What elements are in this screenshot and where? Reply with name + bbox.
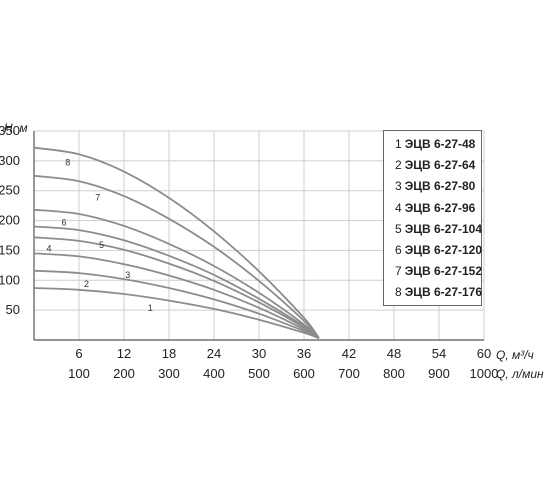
curve-label-2: 2 xyxy=(84,279,89,289)
legend-item-label: ЭЦВ 6-27-152 xyxy=(404,264,483,279)
x2-tick-label: 400 xyxy=(203,366,225,381)
legend-item-label: ЭЦВ 6-27-104 xyxy=(404,221,483,236)
x-tick-label: 12 xyxy=(117,346,131,361)
curve-label-1: 1 xyxy=(148,303,153,313)
curve-8 xyxy=(33,146,320,339)
curve-3 xyxy=(33,252,320,339)
legend-item-number: 6 xyxy=(395,243,402,257)
x-tick-label: 36 xyxy=(297,346,311,361)
x-tick-label: 18 xyxy=(162,346,176,361)
curve-label-7: 7 xyxy=(95,192,100,202)
curve-5 xyxy=(33,225,320,339)
curve-4 xyxy=(33,236,320,339)
legend-item-number: 4 xyxy=(395,200,402,215)
y-tick-label: 50 xyxy=(6,302,20,317)
legend-item-3: 3 ЭЦВ 6-27-80 xyxy=(395,179,475,193)
curve-label-3: 3 xyxy=(125,270,130,280)
y-tick-label: 200 xyxy=(0,213,20,228)
y-tick-label: 150 xyxy=(0,242,20,257)
legend-item-2: 2 ЭЦВ 6-27-64 xyxy=(395,158,475,172)
legend-item-number: 2 xyxy=(395,158,402,173)
y-axis-label: H, м xyxy=(4,121,28,135)
legend: 1 ЭЦВ 6-27-48 2 ЭЦВ 6-27-64 3 ЭЦВ 6-27-80 4 ЭЦВ… xyxy=(383,130,482,306)
legend-item-5: 5 ЭЦВ 6-27-104 xyxy=(395,222,482,236)
x2-tick-label: 800 xyxy=(383,366,405,381)
legend-item-label: ЭЦВ 6-27-176 xyxy=(404,285,483,300)
x-tick-label: 30 xyxy=(252,346,266,361)
curve-7 xyxy=(33,174,320,339)
legend-item-8: 8 ЭЦВ 6-27-176 xyxy=(395,285,482,299)
legend-item-number: 3 xyxy=(395,179,402,194)
legend-item-number: 5 xyxy=(395,221,402,236)
x2-tick-label: 100 xyxy=(68,366,90,381)
x2-tick-label: 200 xyxy=(113,366,135,381)
legend-item-label: ЭЦВ 6-27-96 xyxy=(404,200,476,215)
legend-item-number: 1 xyxy=(395,137,402,151)
legend-item-6: 6 ЭЦВ 6-27-120 xyxy=(395,243,482,257)
y-tick-label: 100 xyxy=(0,272,20,287)
curve-label-5: 5 xyxy=(99,240,104,250)
x2-axis-label: Q, л/мин xyxy=(496,367,544,381)
curve-2 xyxy=(33,269,320,340)
legend-item-number: 7 xyxy=(395,264,402,279)
x-tick-label: 24 xyxy=(207,346,221,361)
legend-item-4: 4 ЭЦВ 6-27-96 xyxy=(395,201,475,215)
curve-label-8: 8 xyxy=(65,158,70,168)
x-tick-label: 48 xyxy=(387,346,401,361)
x-axis-label: Q, м³/ч xyxy=(496,348,534,362)
y-tick-label: 250 xyxy=(0,183,20,198)
y-tick-label: 350 xyxy=(0,123,20,138)
x2-tick-label: 1000 xyxy=(470,366,499,381)
legend-item-label: ЭЦВ 6-27-48 xyxy=(404,137,476,151)
legend-item-label: ЭЦВ 6-27-64 xyxy=(404,158,476,173)
x2-tick-label: 600 xyxy=(293,366,315,381)
x-tick-label: 6 xyxy=(75,346,82,361)
x-tick-label: 60 xyxy=(477,346,491,361)
y-tick-label: 300 xyxy=(0,153,20,168)
x2-tick-label: 900 xyxy=(428,366,450,381)
legend-item-1: 1 ЭЦВ 6-27-48 xyxy=(395,137,475,151)
x2-tick-label: 700 xyxy=(338,366,360,381)
legend-item-label: ЭЦВ 6-27-120 xyxy=(404,243,483,257)
x-tick-label: 54 xyxy=(432,346,446,361)
curve-1 xyxy=(33,287,320,340)
curve-label-4: 4 xyxy=(46,243,51,253)
legend-item-number: 8 xyxy=(395,285,402,300)
x-tick-label: 42 xyxy=(342,346,356,361)
legend-item-7: 7 ЭЦВ 6-27-152 xyxy=(395,264,482,278)
curve-label-6: 6 xyxy=(61,218,66,228)
curve-6 xyxy=(33,208,320,339)
legend-item-label: ЭЦВ 6-27-80 xyxy=(404,179,476,194)
x2-tick-label: 500 xyxy=(248,366,270,381)
x2-tick-label: 300 xyxy=(158,366,180,381)
